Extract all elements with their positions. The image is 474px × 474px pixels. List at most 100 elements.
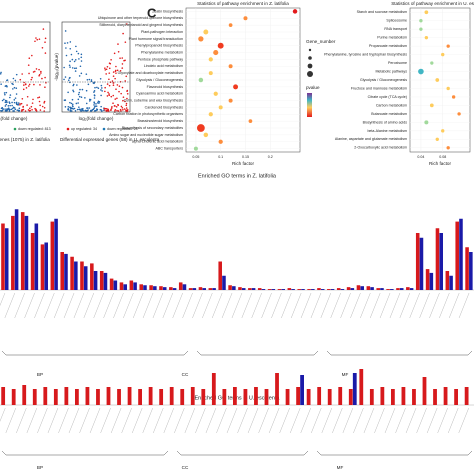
legend-dot — [66, 127, 70, 131]
volcano-point — [6, 79, 9, 81]
pathway-dot — [424, 10, 429, 15]
group-label: CC — [182, 372, 189, 377]
pathway-dot — [248, 119, 253, 123]
volcano-point — [124, 100, 126, 103]
size-legend-dot — [307, 71, 313, 77]
volcano-point — [5, 108, 7, 110]
category-tick — [399, 292, 411, 319]
category-tick — [195, 407, 206, 434]
volcano-point — [117, 43, 119, 45]
volcano-point — [126, 89, 129, 92]
volcano-point — [94, 86, 96, 89]
bar — [93, 271, 98, 290]
volcano-point — [76, 84, 78, 86]
category-tick — [251, 292, 262, 319]
bar — [208, 288, 213, 290]
volcano-point — [118, 85, 121, 87]
pathway-name: Carotenoid biosynthesis — [145, 105, 184, 109]
category-tick — [247, 407, 259, 434]
category-tick — [172, 292, 183, 319]
bar — [356, 285, 361, 290]
volcano-point — [117, 104, 120, 107]
volcano-point — [118, 90, 120, 93]
bar — [306, 389, 311, 405]
volcano-point — [8, 102, 11, 105]
volcano-point — [6, 108, 9, 110]
bar — [360, 286, 364, 290]
volcano-point — [22, 88, 25, 91]
volcano-point — [22, 108, 25, 111]
pathway-name: Butanoate metabolism — [371, 112, 407, 116]
bar — [44, 242, 48, 290]
volcano-point — [13, 101, 16, 104]
volcano-point — [85, 73, 88, 75]
volcano-point — [4, 109, 7, 112]
pathway-dot — [441, 52, 445, 57]
volcano-point — [90, 80, 93, 83]
bar — [296, 387, 300, 405]
pathway-name: Starch and sucrose metabolism — [357, 10, 407, 14]
bar — [232, 387, 237, 405]
category-tick — [384, 407, 396, 434]
volcano-point — [30, 105, 33, 108]
volcano-point — [75, 45, 77, 48]
volcano-point — [44, 76, 46, 79]
volcano-point — [105, 68, 108, 71]
category-tick — [226, 407, 238, 434]
pathway-name: Plant-pathogen interaction — [141, 30, 183, 34]
volcano-point — [74, 70, 77, 72]
volcano-point — [124, 80, 126, 82]
x-tick-label: 0.1 — [218, 155, 223, 159]
volcano-point — [96, 102, 99, 104]
category-tick — [47, 407, 59, 434]
volcano-point — [104, 69, 107, 71]
bar — [422, 377, 427, 405]
color-legend-bar — [307, 93, 312, 117]
volcano-point — [40, 72, 42, 74]
volcano-point — [12, 110, 14, 112]
pathway-name: Biosynthesis of amino acids — [363, 120, 408, 124]
volcano-point — [86, 78, 89, 81]
bar — [74, 261, 78, 290]
volcano-point — [41, 105, 44, 108]
volcano-point — [43, 107, 46, 109]
volcano-point — [121, 57, 124, 59]
bar — [153, 286, 157, 290]
volcano-point — [69, 101, 71, 104]
volcano-point — [33, 83, 35, 86]
category-tick — [363, 407, 375, 434]
category-tick — [353, 407, 364, 434]
group-label: BP — [37, 465, 43, 470]
category-tick — [132, 292, 144, 319]
pathway-dot — [208, 112, 213, 117]
pathway-name: Fructose and mannose metabolism — [351, 86, 407, 90]
group-bracket — [316, 450, 473, 456]
volcano-point — [122, 96, 125, 98]
category-tick — [34, 292, 45, 319]
volcano-point — [13, 107, 16, 109]
bar — [352, 373, 357, 405]
volcano-point — [125, 109, 127, 111]
volcano-point — [75, 67, 78, 69]
volcano-point — [104, 107, 107, 110]
volcano-point — [64, 42, 66, 45]
volcano-point — [44, 52, 47, 54]
category-tick — [419, 292, 430, 319]
volcano-point — [125, 75, 128, 78]
category-tick — [192, 292, 203, 319]
volcano-point — [15, 73, 18, 76]
volcano-point — [94, 109, 96, 112]
group-bracket — [1, 450, 169, 456]
volcano-point — [88, 100, 91, 102]
volcano-point — [11, 107, 14, 110]
group-bracket — [176, 450, 309, 456]
category-tick — [416, 407, 427, 434]
volcano-point — [107, 110, 110, 112]
volcano-frame — [61, 21, 131, 113]
volcano-point — [63, 66, 65, 69]
bar — [201, 389, 206, 405]
category-tick — [221, 292, 233, 319]
category-tick — [24, 292, 35, 319]
volcano-point — [6, 110, 8, 112]
pathway-name: Carbon metabolism — [376, 103, 407, 107]
